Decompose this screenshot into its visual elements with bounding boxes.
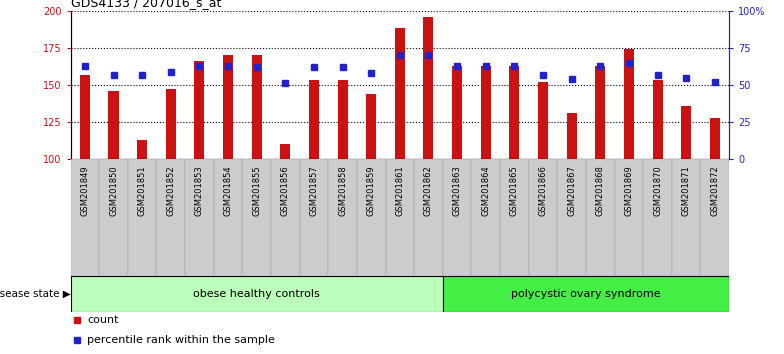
Text: obese healthy controls: obese healthy controls bbox=[194, 289, 320, 299]
Bar bbox=[338, 80, 347, 159]
Bar bbox=[423, 17, 434, 159]
Text: percentile rank within the sample: percentile rank within the sample bbox=[87, 335, 275, 345]
Bar bbox=[586, 159, 615, 276]
Bar bbox=[137, 140, 147, 159]
Bar bbox=[557, 159, 586, 276]
Text: GSM201854: GSM201854 bbox=[223, 165, 233, 216]
Bar bbox=[615, 159, 643, 276]
Bar bbox=[643, 159, 672, 276]
Bar bbox=[281, 144, 290, 159]
Text: GSM201857: GSM201857 bbox=[310, 165, 318, 216]
Text: GSM201864: GSM201864 bbox=[481, 165, 490, 216]
Bar bbox=[443, 276, 729, 312]
Bar bbox=[271, 159, 299, 276]
Text: GSM201872: GSM201872 bbox=[710, 165, 719, 216]
Bar bbox=[386, 159, 414, 276]
Text: GSM201868: GSM201868 bbox=[596, 165, 604, 216]
Text: GSM201853: GSM201853 bbox=[195, 165, 204, 216]
Bar bbox=[242, 159, 271, 276]
Bar bbox=[481, 65, 491, 159]
Bar bbox=[567, 113, 577, 159]
Text: disease state ▶: disease state ▶ bbox=[0, 289, 71, 299]
Bar bbox=[185, 159, 214, 276]
Bar bbox=[299, 159, 328, 276]
Bar bbox=[652, 80, 662, 159]
Text: GSM201867: GSM201867 bbox=[567, 165, 576, 216]
Bar bbox=[395, 28, 405, 159]
Bar bbox=[357, 159, 386, 276]
Text: GSM201870: GSM201870 bbox=[653, 165, 662, 216]
Text: GSM201861: GSM201861 bbox=[395, 165, 405, 216]
Text: GSM201856: GSM201856 bbox=[281, 165, 290, 216]
Text: GSM201859: GSM201859 bbox=[367, 165, 376, 216]
Text: GSM201871: GSM201871 bbox=[681, 165, 691, 216]
Bar bbox=[710, 118, 720, 159]
Bar bbox=[681, 106, 691, 159]
Text: count: count bbox=[87, 315, 118, 325]
Bar bbox=[528, 159, 557, 276]
Bar bbox=[223, 55, 233, 159]
Text: GSM201852: GSM201852 bbox=[166, 165, 176, 216]
Bar bbox=[366, 94, 376, 159]
Bar bbox=[108, 91, 118, 159]
Bar bbox=[71, 159, 100, 276]
Text: GSM201851: GSM201851 bbox=[138, 165, 147, 216]
Text: polycystic ovary syndrome: polycystic ovary syndrome bbox=[511, 289, 661, 299]
Bar bbox=[538, 82, 548, 159]
Bar bbox=[471, 159, 500, 276]
Text: GSM201869: GSM201869 bbox=[624, 165, 633, 216]
Bar bbox=[194, 61, 205, 159]
Bar bbox=[414, 159, 443, 276]
Bar bbox=[500, 159, 528, 276]
Bar bbox=[128, 159, 157, 276]
Text: GSM201858: GSM201858 bbox=[338, 165, 347, 216]
Text: GSM201855: GSM201855 bbox=[252, 165, 261, 216]
Bar bbox=[452, 65, 462, 159]
Bar bbox=[672, 159, 700, 276]
Bar bbox=[80, 75, 90, 159]
Bar bbox=[443, 159, 471, 276]
Bar bbox=[624, 49, 634, 159]
Text: GSM201849: GSM201849 bbox=[81, 165, 89, 216]
Text: GSM201862: GSM201862 bbox=[424, 165, 433, 216]
Text: GDS4133 / 207016_s_at: GDS4133 / 207016_s_at bbox=[71, 0, 221, 10]
Bar bbox=[214, 159, 242, 276]
Text: GSM201850: GSM201850 bbox=[109, 165, 118, 216]
Bar bbox=[700, 159, 729, 276]
Bar bbox=[328, 159, 357, 276]
Text: GSM201863: GSM201863 bbox=[452, 165, 462, 216]
Bar bbox=[71, 276, 443, 312]
Text: GSM201865: GSM201865 bbox=[510, 165, 519, 216]
Bar bbox=[595, 65, 605, 159]
Bar bbox=[510, 65, 519, 159]
Bar bbox=[100, 159, 128, 276]
Text: GSM201866: GSM201866 bbox=[539, 165, 547, 216]
Bar bbox=[165, 90, 176, 159]
Bar bbox=[252, 55, 262, 159]
Bar bbox=[309, 80, 319, 159]
Bar bbox=[157, 159, 185, 276]
